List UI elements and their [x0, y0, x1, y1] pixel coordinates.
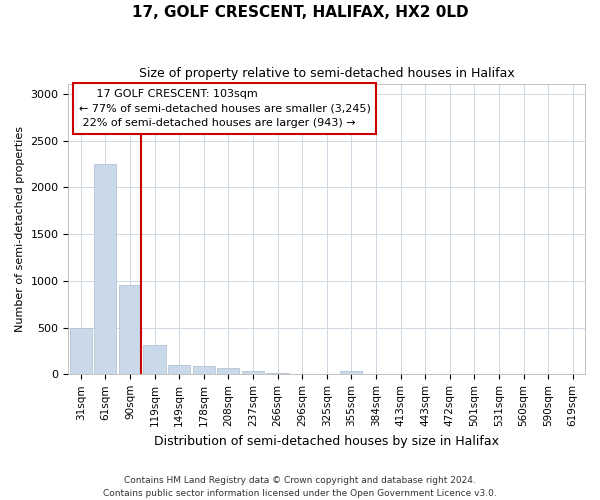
Bar: [70, 328, 92, 374]
Bar: [143, 345, 166, 374]
Text: 17, GOLF CRESCENT, HALIFAX, HX2 0LD: 17, GOLF CRESCENT, HALIFAX, HX2 0LD: [131, 5, 469, 20]
Bar: [193, 366, 215, 374]
Title: Size of property relative to semi-detached houses in Halifax: Size of property relative to semi-detach…: [139, 68, 515, 80]
Bar: [94, 164, 116, 374]
X-axis label: Distribution of semi-detached houses by size in Halifax: Distribution of semi-detached houses by …: [154, 434, 499, 448]
Bar: [266, 373, 289, 374]
Text: 17 GOLF CRESCENT: 103sqm     
← 77% of semi-detached houses are smaller (3,245)
: 17 GOLF CRESCENT: 103sqm ← 77% of semi-d…: [79, 89, 371, 128]
Y-axis label: Number of semi-detached properties: Number of semi-detached properties: [15, 126, 25, 332]
Bar: [168, 365, 190, 374]
Bar: [119, 286, 141, 374]
Bar: [340, 370, 362, 374]
Text: Contains HM Land Registry data © Crown copyright and database right 2024.
Contai: Contains HM Land Registry data © Crown c…: [103, 476, 497, 498]
Bar: [242, 370, 264, 374]
Bar: [217, 368, 239, 374]
